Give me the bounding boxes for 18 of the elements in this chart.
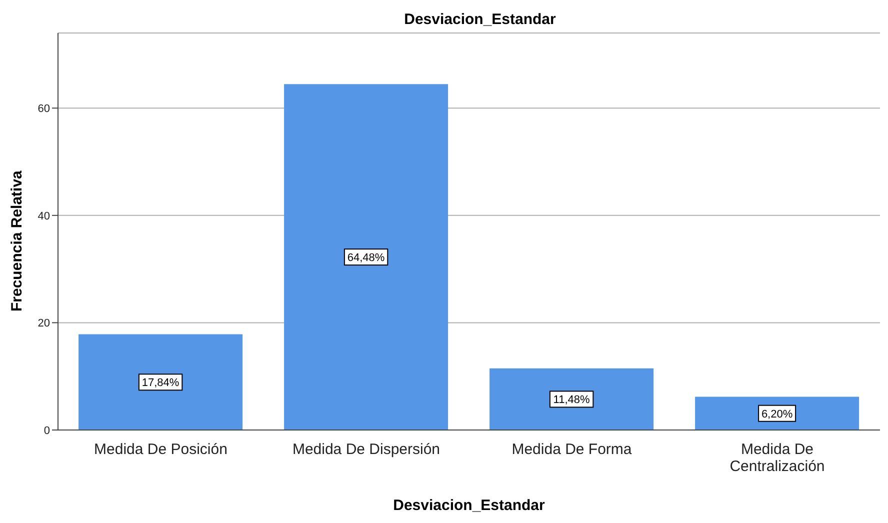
y-tick-label: 40 — [38, 210, 50, 222]
data-label: 11,48% — [553, 394, 590, 406]
x-tick-label: Medida De Dispersión — [292, 441, 440, 458]
y-tick-label: 60 — [38, 103, 50, 116]
y-axis-title: Frecuencia Relativa — [8, 170, 26, 312]
bar — [490, 368, 654, 430]
y-tick-label: 0 — [44, 424, 50, 437]
data-label: 6,20% — [761, 408, 793, 420]
y-tick-label: 20 — [38, 318, 50, 330]
data-label: 17,84% — [142, 377, 180, 390]
x-tick-label: Medida De Posición — [94, 441, 228, 458]
bar — [78, 334, 243, 430]
data-label: 64,48% — [347, 252, 385, 264]
x-tick-label: Medida De Centralización — [730, 441, 825, 475]
x-tick-label: Medida De Forma — [512, 441, 632, 458]
chart-title: Desviacion_Estandar — [404, 11, 556, 28]
bar — [284, 84, 448, 430]
x-axis-title: Desviacion_Estandar — [393, 497, 546, 514]
